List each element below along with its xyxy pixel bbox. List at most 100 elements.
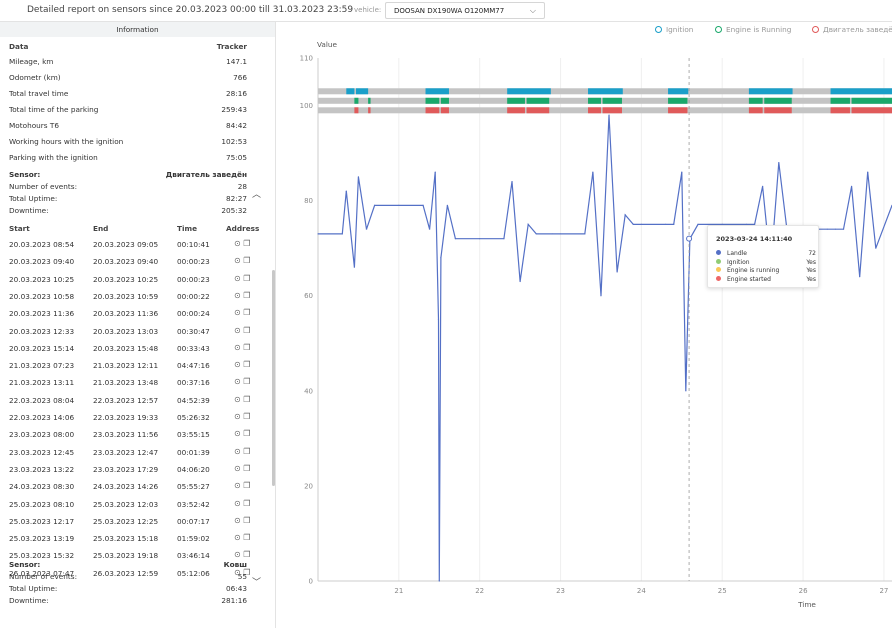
- map-pin-icon[interactable]: ⊙: [234, 360, 241, 370]
- chevron-down-icon[interactable]: ⌵: [529, 6, 536, 15]
- copy-icon[interactable]: ❐: [243, 463, 251, 473]
- event-end: 23.03.2023 17:29: [93, 464, 159, 474]
- map-pin-icon[interactable]: ⊙: [234, 498, 241, 508]
- copy-icon[interactable]: ❐: [243, 550, 251, 560]
- map-pin-icon[interactable]: ⊙: [234, 412, 241, 421]
- legend-label: Engine is Running: [726, 25, 792, 34]
- map-pin-icon[interactable]: ⊙: [234, 550, 241, 560]
- sensor1-uptime-row: Total Uptime: 82:27: [9, 194, 247, 209]
- chevron-down-icon[interactable]: ﹀: [252, 578, 262, 588]
- series-point: [373, 204, 376, 206]
- series-point: [317, 233, 319, 235]
- tooltip-series-value: Yes: [806, 258, 816, 266]
- copy-icon[interactable]: ❐: [243, 256, 251, 266]
- copy-icon[interactable]: ❐: [243, 290, 251, 300]
- tooltip-dot: [716, 275, 721, 281]
- map-pin-icon[interactable]: ⊙: [234, 325, 241, 335]
- sensor1-downtime-label: Downtime:: [9, 206, 49, 215]
- table-row: 25.03.2023 12:17 25.03.2023 12:25 00:07:17…: [0, 515, 270, 534]
- tooltip-series-name: Engine started: [727, 275, 771, 283]
- event-start: 23.03.2023 13:22: [9, 464, 75, 474]
- legend-item[interactable]: Двигатель заведё: [812, 25, 892, 34]
- map-pin-icon[interactable]: ⊙: [234, 308, 241, 318]
- map-pin-icon[interactable]: ⊙: [234, 533, 241, 543]
- info-row-label: Motohours T6: [9, 121, 60, 130]
- info-row: Motohours T6 84:42: [9, 121, 247, 136]
- copy-icon[interactable]: ❐: [243, 239, 251, 248]
- status-bar-segment: [602, 107, 622, 114]
- tooltip-series-value: Yes: [806, 275, 816, 283]
- chart-canvas: Value 0 20 40 60 80 100 110 21 22 23 24 25 26 27 Time: [300, 40, 892, 609]
- map-pin-icon[interactable]: ⊙: [234, 515, 241, 525]
- event-time: 05:26:32: [177, 413, 210, 422]
- y-tick-label: 40: [304, 387, 313, 395]
- map-pin-icon[interactable]: ⊙: [234, 394, 241, 404]
- event-end: 20.03.2023 09:05: [93, 240, 159, 249]
- status-bar-segment: [355, 88, 369, 95]
- sensor2-uptime-label: Total Uptime:: [9, 584, 58, 593]
- legend-item[interactable]: Ignition: [655, 25, 693, 34]
- event-address-actions: ⊙ ❐: [234, 568, 250, 577]
- status-bar-segment: [588, 97, 601, 104]
- event-time: 03:52:42: [177, 499, 210, 509]
- map-pin-icon[interactable]: ⊙: [234, 256, 241, 266]
- vehicle-select[interactable]: DOOSAN DX190WA О120ММ77 ⌵: [385, 2, 545, 19]
- chart-tooltip: 2023-03-24 14:11:40 Landle 72 Ignition Yes E…: [707, 225, 819, 288]
- map-pin-icon[interactable]: ⊙: [234, 377, 241, 387]
- info-col-data: Data: [9, 42, 29, 51]
- series-point: [519, 280, 521, 283]
- tooltip-row: Engine is running Yes: [716, 267, 816, 276]
- map-pin-icon[interactable]: ⊙: [234, 567, 241, 577]
- event-start: 25.03.2023 12:17: [9, 516, 75, 526]
- copy-icon[interactable]: ❐: [243, 498, 251, 508]
- map-pin-icon[interactable]: ⊙: [234, 429, 241, 439]
- map-pin-icon[interactable]: ⊙: [234, 273, 241, 283]
- series-point: [434, 171, 436, 173]
- event-start: 20.03.2023 15:14: [9, 343, 75, 353]
- table-row: 21.03.2023 13:11 21.03.2023 13:48 00:37:16…: [0, 377, 270, 395]
- copy-icon[interactable]: ❐: [243, 429, 251, 439]
- status-bar-segment: [440, 107, 449, 114]
- copy-icon[interactable]: ❐: [243, 567, 251, 577]
- status-bar-segment: [346, 88, 355, 95]
- event-start: 23.03.2023 08:00: [9, 430, 75, 440]
- map-pin-icon[interactable]: ⊙: [234, 481, 241, 491]
- legend-item[interactable]: Engine is Running: [715, 25, 791, 34]
- map-pin-icon[interactable]: ⊙: [234, 463, 241, 473]
- copy-icon[interactable]: ❐: [243, 273, 251, 283]
- map-pin-icon[interactable]: ⊙: [234, 239, 241, 248]
- x-tick-label: 27: [879, 587, 888, 595]
- event-address-actions: ⊙ ❐: [234, 481, 250, 490]
- copy-icon[interactable]: ❐: [243, 515, 251, 525]
- copy-icon[interactable]: ❐: [243, 377, 251, 387]
- events-scrollbar[interactable]: [272, 270, 275, 486]
- event-start: 20.03.2023 10:25: [9, 274, 75, 284]
- sensor2-uptime-row: Total Uptime: 06:43: [9, 584, 247, 599]
- map-pin-icon[interactable]: ⊙: [234, 290, 241, 300]
- sensor1-events-row: Number of events: 28: [9, 182, 247, 197]
- chevron-up-icon[interactable]: ︿: [252, 190, 262, 200]
- event-end: 23.03.2023 11:56: [93, 430, 159, 440]
- copy-icon[interactable]: ❐: [243, 325, 251, 335]
- copy-icon[interactable]: ❐: [243, 360, 251, 370]
- copy-icon[interactable]: ❐: [243, 481, 251, 491]
- sensor1-downtime-row: Downtime: 205:32: [9, 206, 247, 221]
- series-point: [624, 214, 626, 216]
- info-row-value: 766: [233, 73, 247, 82]
- copy-icon[interactable]: ❐: [243, 394, 251, 404]
- copy-icon[interactable]: ❐: [243, 308, 251, 318]
- map-pin-icon[interactable]: ⊙: [234, 446, 241, 456]
- copy-icon[interactable]: ❐: [243, 342, 251, 352]
- info-row-label: Working hours with the ignition: [9, 137, 124, 146]
- table-row: 22.03.2023 14:06 22.03.2023 19:33 05:26:32…: [0, 412, 270, 430]
- copy-icon[interactable]: ❐: [243, 446, 251, 456]
- events-col-time: Time: [177, 224, 198, 233]
- info-row: Total travel time 28:16: [9, 89, 247, 104]
- copy-icon[interactable]: ❐: [243, 533, 251, 543]
- event-end: 25.03.2023 12:25: [93, 516, 159, 526]
- series-point: [842, 228, 845, 230]
- series-line: [318, 115, 892, 582]
- info-row-value: 259:43: [221, 105, 247, 114]
- copy-icon[interactable]: ❐: [243, 412, 251, 421]
- map-pin-icon[interactable]: ⊙: [234, 342, 241, 352]
